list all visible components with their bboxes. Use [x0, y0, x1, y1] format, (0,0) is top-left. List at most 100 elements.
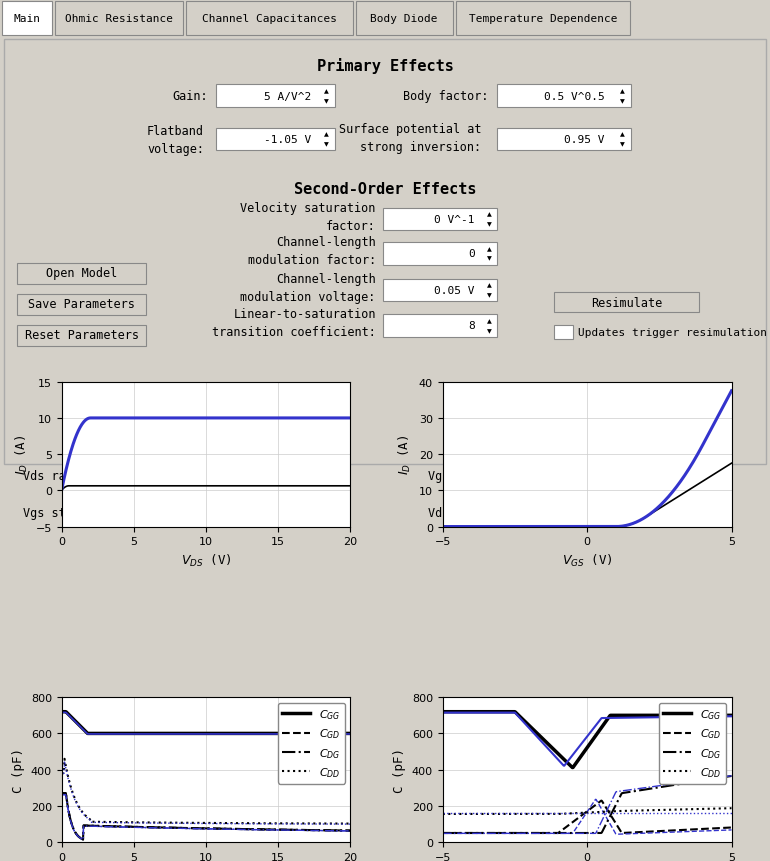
Text: Channel-length
modulation voltage:: Channel-length modulation voltage:: [240, 273, 376, 304]
$C_{GD}$: [594, 797, 604, 808]
Bar: [98, 473, 209, 495]
$C_{DG}$: [294, 825, 303, 835]
$C_{DD}$: [340, 819, 349, 829]
$C_{GD}$: [611, 817, 620, 827]
Bar: [2, 2, 52, 36]
Bar: [503, 501, 614, 524]
$C_{DG}$: [195, 823, 204, 833]
Text: 0 V^-1: 0 V^-1: [434, 214, 474, 225]
Bar: [383, 280, 497, 302]
$C_{DG}$: [229, 824, 239, 834]
Bar: [216, 128, 335, 151]
$C_{GD}$: [577, 810, 586, 821]
Bar: [17, 326, 146, 347]
$C_{GD}$: [575, 812, 584, 822]
$C_{GD}$: [727, 822, 736, 833]
Line: $C_{GD}$: $C_{GD}$: [443, 801, 732, 833]
Text: Ohmic Resistance: Ohmic Resistance: [65, 14, 173, 24]
$C_{DG}$: [79, 834, 88, 845]
Text: Surface potential at
strong inversion:: Surface potential at strong inversion:: [339, 122, 481, 153]
Legend: $C_{GG}$, $C_{GD}$, $C_{DG}$, $C_{DD}$: $C_{GG}$, $C_{GD}$, $C_{DG}$, $C_{DD}$: [278, 703, 345, 784]
$C_{DD}$: [575, 808, 584, 818]
$C_{GG}$: [567, 763, 577, 773]
Bar: [17, 263, 146, 284]
Bar: [554, 325, 573, 340]
$C_{GD}$: [196, 823, 206, 833]
$C_{DG}$: [577, 828, 586, 839]
$C_{GG}$: [196, 728, 206, 739]
$C_{DD}$: [229, 818, 239, 828]
$C_{DG}$: [610, 802, 619, 813]
Text: Body factor:: Body factor:: [403, 90, 489, 102]
Text: ▼: ▼: [620, 142, 624, 147]
Y-axis label: $I_D$ (A): $I_D$ (A): [397, 435, 413, 474]
$C_{GD}$: [195, 823, 204, 833]
Bar: [55, 2, 183, 36]
$C_{GG}$: [578, 749, 587, 759]
Text: Updates trigger resimulation: Updates trigger resimulation: [578, 327, 766, 338]
$C_{DG}$: [594, 828, 604, 839]
Text: Vds steps:: Vds steps:: [427, 506, 499, 519]
Bar: [17, 294, 146, 315]
Text: Save Parameters: Save Parameters: [28, 298, 135, 311]
$C_{GD}$: [229, 824, 239, 834]
$C_{DD}$: [346, 819, 355, 829]
$C_{GG}$: [438, 707, 447, 717]
Text: ▼: ▼: [487, 257, 492, 262]
Text: Second-Order Effects: Second-Order Effects: [293, 183, 477, 197]
Line: $C_{DG}$: $C_{DG}$: [62, 793, 350, 839]
$C_{GG}$: [611, 710, 620, 721]
Text: Resimulate: Resimulate: [591, 296, 662, 309]
Text: ▲: ▲: [620, 133, 624, 137]
Text: 8: 8: [468, 321, 474, 331]
Text: ▲: ▲: [487, 246, 492, 251]
$C_{DG}$: [727, 771, 736, 781]
Text: 0.05 V: 0.05 V: [434, 286, 474, 295]
Text: Primary Effects: Primary Effects: [316, 58, 454, 74]
Y-axis label: $I_D$ (A): $I_D$ (A): [14, 435, 30, 474]
$C_{DD}$: [60, 753, 69, 764]
Text: Linear-to-saturation
transition coefficient:: Linear-to-saturation transition coeffici…: [212, 308, 376, 339]
$C_{DG}$: [720, 772, 729, 783]
Text: -5 5: -5 5: [511, 477, 539, 491]
Bar: [456, 2, 630, 36]
Text: 5 A/V^2: 5 A/V^2: [264, 91, 311, 102]
$C_{DD}$: [196, 818, 206, 828]
Text: -1.05 V: -1.05 V: [264, 134, 311, 145]
Bar: [98, 501, 209, 524]
Y-axis label: C (pF): C (pF): [393, 747, 407, 792]
Bar: [383, 315, 497, 338]
$C_{GD}$: [346, 826, 355, 836]
$C_{GG}$: [576, 752, 585, 762]
$C_{DD}$: [675, 804, 684, 815]
$C_{GG}$: [294, 728, 303, 739]
$C_{GD}$: [214, 823, 223, 833]
$C_{DD}$: [594, 807, 604, 817]
Bar: [497, 85, 631, 108]
Text: ▲: ▲: [487, 212, 492, 217]
$C_{DD}$: [195, 818, 204, 828]
Bar: [216, 85, 335, 108]
$C_{GG}$: [214, 728, 223, 739]
Line: $C_{DD}$: $C_{DD}$: [62, 759, 350, 824]
$C_{GD}$: [597, 796, 606, 806]
$C_{GG}$: [57, 707, 66, 717]
X-axis label: $V_{GS}$ (V): $V_{GS}$ (V): [562, 552, 612, 568]
Text: ▲: ▲: [324, 133, 329, 137]
Text: Channel Capacitances: Channel Capacitances: [202, 14, 337, 24]
Text: Gain:: Gain:: [172, 90, 208, 102]
Text: 0: 0: [468, 249, 474, 259]
$C_{GG}$: [195, 728, 204, 739]
Text: Channel-length
modulation factor:: Channel-length modulation factor:: [247, 236, 376, 267]
$C_{GG}$: [675, 710, 685, 721]
Text: Flatband
voltage:: Flatband voltage:: [147, 125, 204, 156]
Text: ▲: ▲: [487, 319, 492, 324]
Text: ▼: ▼: [487, 328, 492, 333]
Text: ▼: ▼: [487, 222, 492, 227]
$C_{DG}$: [346, 826, 355, 836]
$C_{GD}$: [294, 825, 303, 835]
$C_{DD}$: [577, 808, 586, 818]
$C_{DD}$: [610, 806, 619, 816]
Text: Velocity saturation
factor:: Velocity saturation factor:: [240, 201, 376, 232]
Bar: [383, 243, 497, 265]
